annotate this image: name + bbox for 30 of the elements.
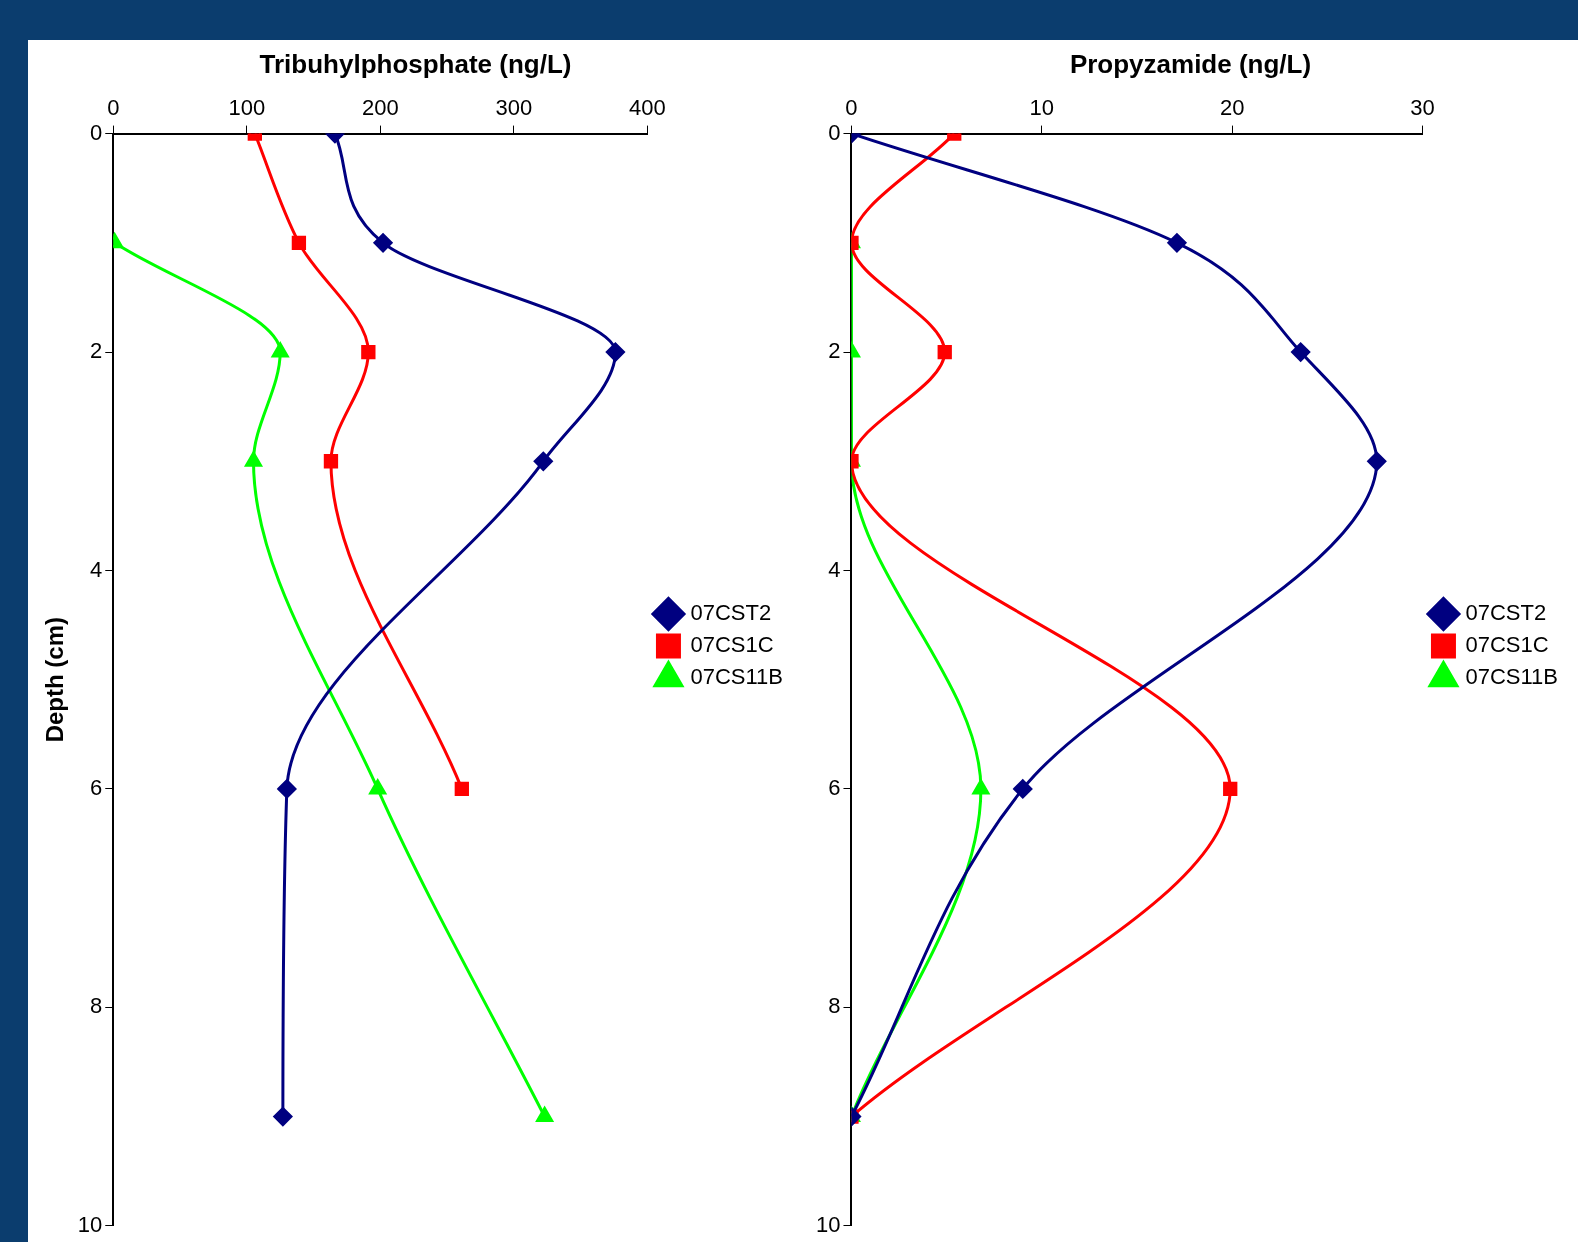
- legend-label: 07CST2: [690, 600, 772, 626]
- legend-label: 07CST2: [1465, 600, 1547, 626]
- y-tick-label: 8: [828, 993, 841, 1019]
- x-tick-label: 200: [362, 95, 399, 121]
- legend-label: 07CS11B: [690, 664, 783, 690]
- y-tick-label: 4: [828, 556, 841, 582]
- y-tick-label: 6: [828, 774, 841, 800]
- x-tick-label: 100: [228, 95, 266, 121]
- chart-title: Tribuhylphosphate (ng/L): [259, 48, 572, 79]
- y-tick-label: 10: [815, 1211, 841, 1237]
- x-tick-label: 400: [629, 95, 666, 121]
- legend-label: 07CS1C: [690, 632, 774, 658]
- y-tick-label: 10: [77, 1211, 103, 1237]
- x-tick-label: 20: [1219, 95, 1245, 121]
- x-tick-label: 0: [845, 95, 858, 121]
- y-tick-label: 2: [90, 338, 103, 364]
- legend-label: 07CS1C: [1465, 632, 1549, 658]
- y-tick-label: 6: [90, 774, 103, 800]
- y-tick-label: 2: [828, 338, 841, 364]
- y-tick-label: 0: [90, 119, 103, 145]
- legend-label: 07CS11B: [1465, 664, 1558, 690]
- y-tick-label: 4: [90, 556, 103, 582]
- x-tick-label: 0: [107, 95, 120, 121]
- x-tick-label: 30: [1410, 95, 1435, 121]
- x-tick-label: 300: [495, 95, 533, 121]
- y-tick-label: 8: [90, 993, 103, 1019]
- y-axis-title: Depth (cm): [41, 617, 69, 743]
- chart-title: Propyzamide (ng/L): [1069, 48, 1312, 79]
- x-tick-label: 10: [1029, 95, 1055, 121]
- y-tick-label: 0: [828, 119, 841, 145]
